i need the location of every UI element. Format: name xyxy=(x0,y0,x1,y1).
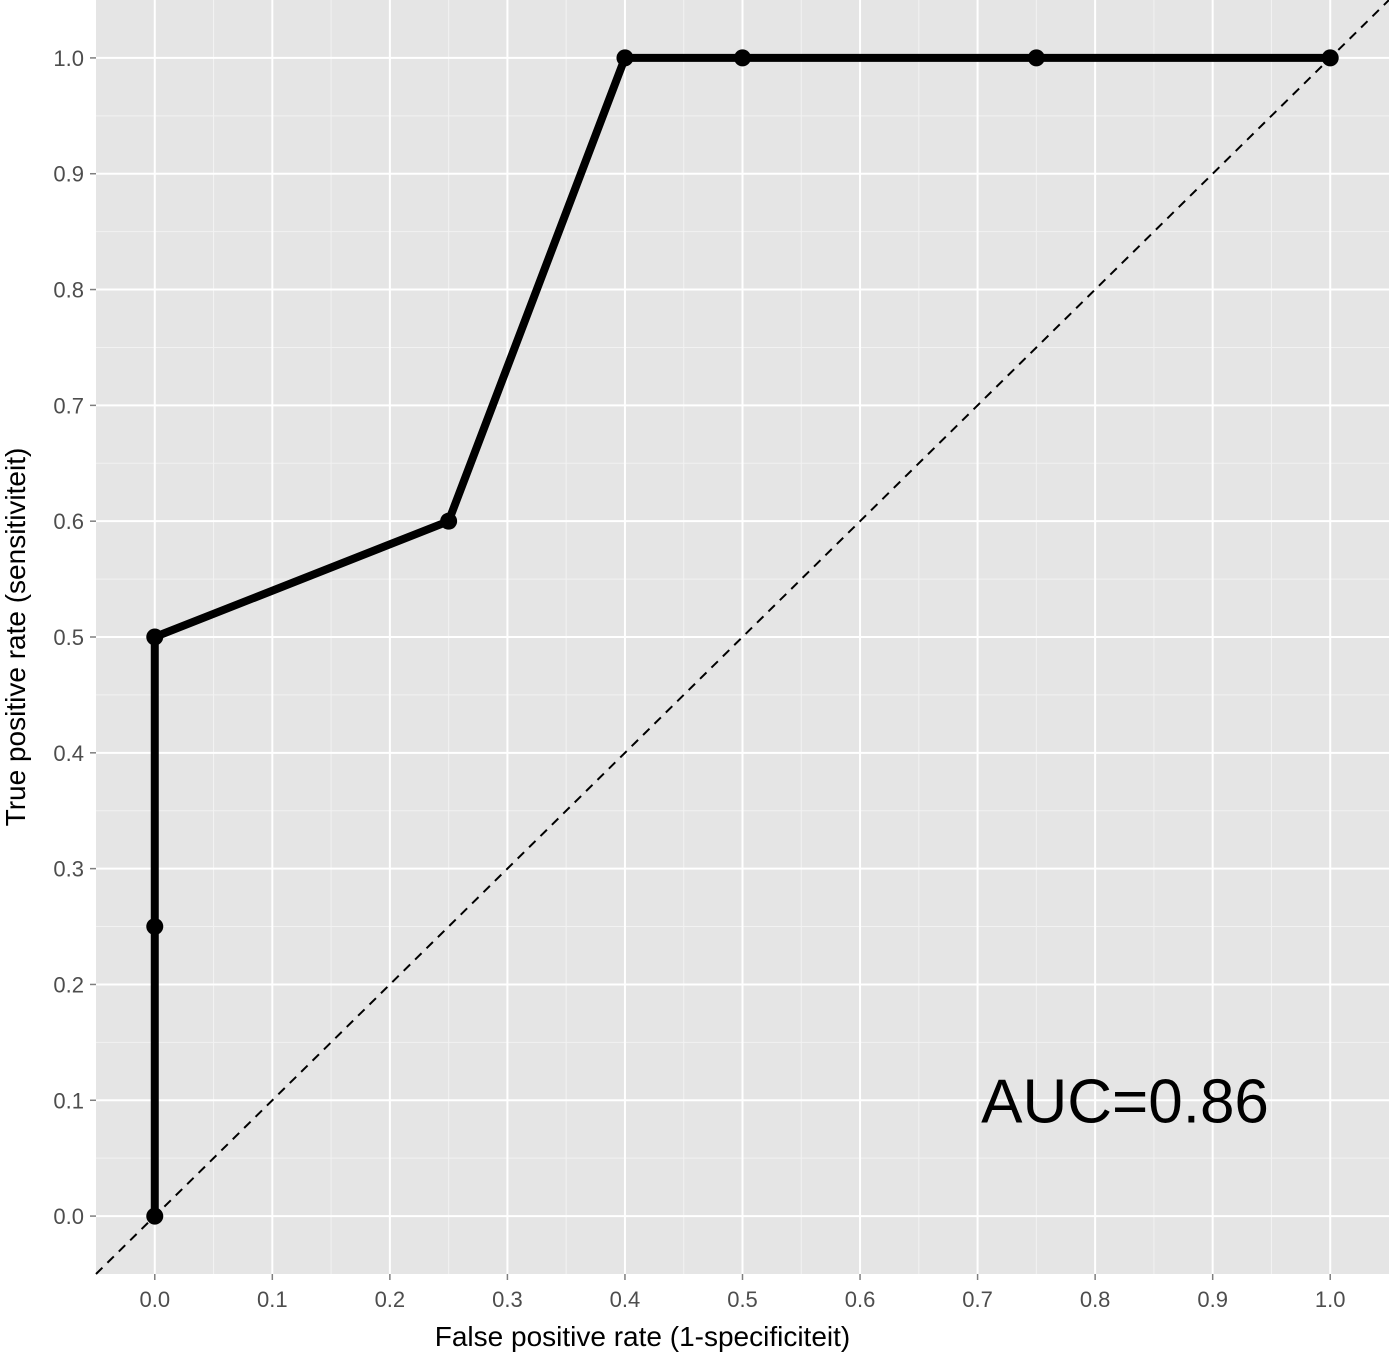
roc-point xyxy=(440,512,458,530)
x-tick-label: 0.5 xyxy=(727,1287,758,1312)
y-tick-label: 0.1 xyxy=(53,1088,84,1113)
roc-point xyxy=(1321,49,1339,67)
y-tick-label: 0.5 xyxy=(53,625,84,650)
roc-point xyxy=(1027,49,1045,67)
x-tick-label: 0.4 xyxy=(610,1287,641,1312)
y-tick-label: 0.4 xyxy=(53,741,84,766)
y-tick-label: 1.0 xyxy=(53,46,84,71)
y-tick-label: 0.0 xyxy=(53,1204,84,1229)
roc-point xyxy=(734,49,751,67)
x-tick-label: 0.0 xyxy=(139,1287,170,1312)
y-tick-label: 0.7 xyxy=(53,393,84,418)
roc-point xyxy=(146,1207,164,1225)
y-tick-label: 0.9 xyxy=(53,162,84,187)
y-tick-label: 0.3 xyxy=(53,857,84,882)
x-tick-label: 0.7 xyxy=(962,1287,993,1312)
y-tick-label: 0.8 xyxy=(53,278,84,303)
x-axis-title: False positive rate (1-specificiteit) xyxy=(435,1321,850,1352)
y-tick-label: 0.2 xyxy=(53,972,84,997)
y-tick-label: 0.6 xyxy=(53,509,84,534)
y-axis-title: True positive rate (sensitiviteit) xyxy=(0,448,31,827)
x-tick-label: 1.0 xyxy=(1315,1287,1346,1312)
auc-annotation: AUC=0.86 xyxy=(981,1067,1269,1136)
y-axis-ticks: 0.0 0.1 0.2 0.3 0.4 0.5 0.6 0.7 0.8 0.9 1.0 xyxy=(53,46,96,1229)
roc-point xyxy=(146,628,164,646)
x-tick-label: 0.8 xyxy=(1080,1287,1111,1312)
roc-point xyxy=(616,49,634,67)
x-tick-label: 0.9 xyxy=(1197,1287,1228,1312)
reference-diagonal-line xyxy=(95,0,1389,1275)
x-axis-ticks: 0.0 0.1 0.2 0.3 0.4 0.5 0.6 0.7 0.8 0.9 1.0 xyxy=(139,1274,1346,1312)
x-tick-label: 0.2 xyxy=(375,1287,406,1312)
roc-curve-line xyxy=(150,53,1335,1221)
roc-point xyxy=(146,918,164,936)
x-tick-label: 0.6 xyxy=(845,1287,876,1312)
x-tick-label: 0.3 xyxy=(492,1287,523,1312)
x-tick-label: 0.1 xyxy=(257,1287,288,1312)
roc-points xyxy=(146,49,1339,1225)
